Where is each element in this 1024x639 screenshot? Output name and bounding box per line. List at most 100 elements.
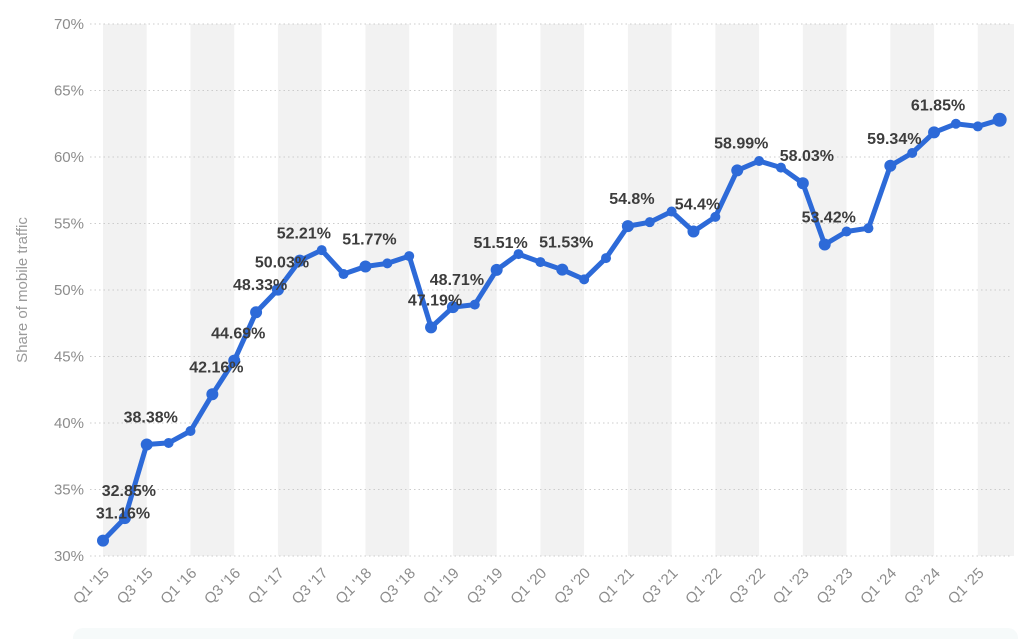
x-axis-label: Q3 '20 [551,565,594,608]
y-axis-label: 70% [54,16,84,33]
data-point[interactable] [950,118,961,129]
plot-band [890,24,935,556]
plot-band [540,24,585,556]
gridlines [90,23,1010,557]
x-axis-label: Q1 '24 [857,565,900,608]
y-axis-label: 65% [54,83,84,100]
data-point[interactable] [796,177,809,190]
data-point-label: 53.42% [802,210,856,227]
x-axis-label: Q1 '20 [507,565,550,608]
data-point[interactable] [731,164,744,177]
data-point-label: 47.19% [408,292,462,309]
data-point[interactable] [359,260,372,273]
data-point[interactable] [972,121,983,132]
data-point[interactable] [687,225,700,238]
x-axis-label: Q1 '22 [682,565,725,608]
data-point[interactable] [666,206,677,217]
data-point-label: 42.16% [189,359,243,376]
x-axis-label: Q1 '23 [770,565,813,608]
data-point[interactable] [293,254,306,267]
data-point-label: 51.53% [539,235,593,252]
data-point-label: 59.34% [867,131,921,148]
data-point[interactable] [579,274,590,285]
data-point[interactable] [710,211,721,222]
data-point[interactable] [271,283,284,296]
data-point[interactable] [316,245,327,256]
x-axis-label: Q3 '22 [726,565,769,608]
data-point-label: 48.71% [430,272,484,289]
data-point-label: 50.03% [255,255,309,272]
data-point[interactable] [425,321,438,334]
data-point[interactable] [228,354,241,367]
x-axis-label: Q3 '24 [901,565,944,608]
data-point[interactable] [992,112,1007,127]
data-point[interactable] [163,437,174,448]
data-point-label: 58.99% [714,135,768,152]
x-axis-label: Q3 '18 [376,565,419,608]
y-axis-labels: 70% 65% 60% 55% 50% 45% 40% 35% 30% [54,16,84,565]
data-point[interactable] [490,263,503,276]
data-point[interactable] [97,534,109,547]
x-axis-label: Q1 '18 [332,565,375,608]
data-point-label: 58.03% [780,148,834,165]
y-axis-label: 60% [54,149,84,166]
data-point[interactable] [644,217,655,228]
data-point[interactable] [754,155,765,166]
data-point-label: 32.85% [102,483,156,500]
x-axis-labels: Q1 '15 Q3 '15 Q1 '16 Q3 '16 Q1 '17 Q3 '17 Q1 '… [70,565,988,608]
data-point-label: 48.33% [233,277,287,294]
data-point-label: 54.8% [609,191,654,208]
data-point[interactable] [206,388,219,401]
x-axis-label: Q1 '25 [945,565,988,608]
data-points [97,112,1007,547]
footer-strip [73,628,1018,639]
data-point[interactable] [185,425,196,436]
data-point[interactable] [446,301,459,314]
y-axis-label: 30% [54,548,84,565]
data-point[interactable] [818,238,831,251]
y-axis-label: 50% [54,282,84,299]
data-point[interactable] [841,226,852,237]
x-axis-label: Q1 '21 [595,565,638,608]
data-point[interactable] [863,223,874,234]
x-axis-label: Q3 '15 [114,565,157,608]
plot-band [277,24,322,556]
x-axis-label: Q3 '21 [639,565,682,608]
y-axis-label: 55% [54,216,84,233]
data-point-label: 54.4% [675,196,720,213]
data-point[interactable] [621,220,634,233]
x-axis-label: Q1 '17 [245,565,288,608]
data-point[interactable] [118,512,131,525]
x-axis-label: Q1 '19 [420,565,463,608]
y-axis-label: 40% [54,415,84,432]
x-axis-label: Q1 '15 [70,565,113,608]
y-axis-label: 45% [54,349,84,366]
data-point-label: 51.77% [342,231,396,248]
data-point-label: 52.21% [277,226,331,243]
data-point-label: 31.16% [96,506,150,523]
x-axis-label: Q1 '16 [157,565,200,608]
data-point[interactable] [469,299,480,310]
data-point[interactable] [513,249,524,260]
data-point[interactable] [556,263,569,276]
data-point[interactable] [250,306,263,319]
x-axis-label: Q3 '16 [201,565,244,608]
data-point[interactable] [601,253,612,264]
x-axis-label: Q3 '19 [464,565,507,608]
data-point[interactable] [404,251,415,262]
data-point-label: 61.85% [911,97,965,114]
data-point[interactable] [884,159,897,172]
data-point[interactable] [907,148,918,159]
data-point-label: 38.38% [124,410,178,427]
data-point[interactable] [775,162,786,173]
data-point-labels: 31.16% 32.85% 38.38% 42.16% 44.69% 48.33% 50.0… [96,97,965,522]
data-point[interactable] [382,258,393,269]
data-point[interactable] [535,257,546,268]
data-point[interactable] [140,438,153,451]
y-axis-label: 35% [54,482,84,499]
data-point[interactable] [338,269,349,280]
data-point-label: 51.51% [474,235,528,252]
data-point[interactable] [928,126,941,139]
